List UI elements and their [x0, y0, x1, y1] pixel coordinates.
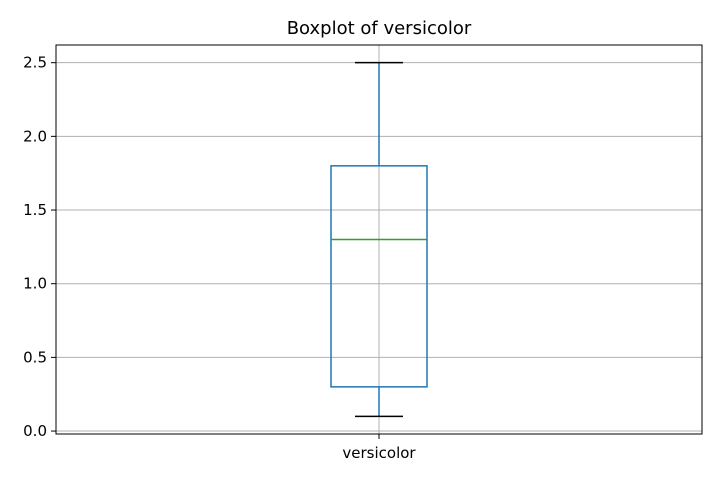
y-tick-label: 0.0: [23, 422, 47, 440]
box-iqr: [330, 165, 428, 388]
y-tick-label: 1.0: [23, 275, 47, 293]
y-tick-label: 0.5: [23, 348, 47, 366]
plot-frame: [55, 44, 703, 435]
y-tick-label: 2.5: [23, 54, 47, 72]
chart-title: Boxplot of versicolor: [287, 18, 472, 39]
axis-layer: 0.0 0.5 1.0 1.5 2.0 2.5 versicolor: [23, 44, 703, 462]
x-tick-label: versicolor: [342, 444, 416, 462]
y-tick-label: 2.0: [23, 127, 47, 145]
marks-layer: [330, 61, 428, 418]
y-tick-label: 1.5: [23, 201, 47, 219]
